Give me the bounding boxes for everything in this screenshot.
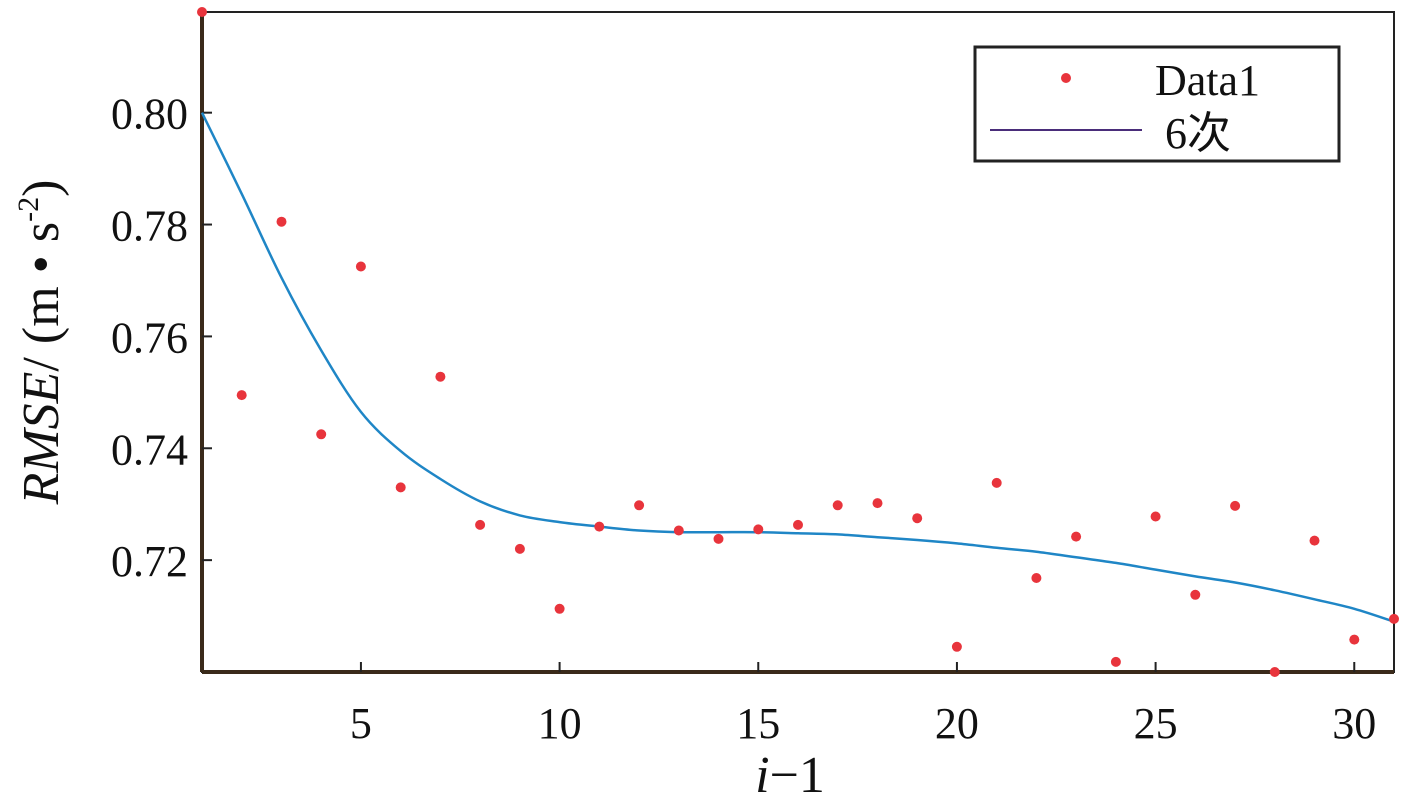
data-point <box>594 521 605 532</box>
x-axis-title-italic: i <box>755 747 769 796</box>
data-point <box>673 525 684 536</box>
data-point <box>832 500 843 511</box>
y-tick-label: 0.72 <box>111 537 188 586</box>
data-point <box>316 429 327 440</box>
data-point <box>554 603 565 614</box>
y-tick-label: 0.76 <box>111 313 188 362</box>
x-tick-label: 5 <box>350 699 372 748</box>
legend-marker-data1 <box>1061 73 1071 83</box>
y-ticks: 0.72 0.74 0.76 0.78 0.80 <box>111 90 212 586</box>
y-axis-title-italic: RMSE <box>13 372 70 506</box>
data-point <box>1071 531 1082 542</box>
data-point <box>872 498 883 509</box>
data-point <box>793 519 803 530</box>
y-tick-label: 0.74 <box>111 425 188 474</box>
data-point <box>1349 634 1360 645</box>
data-point <box>1031 573 1042 583</box>
legend: Data1 6次 <box>973 45 1341 163</box>
x-tick-label: 15 <box>736 699 780 748</box>
legend-label-data1: Data1 <box>1155 56 1260 105</box>
y-axis-title-close: ) <box>13 180 70 197</box>
data-point <box>991 477 1002 488</box>
y-tick-label: 0.78 <box>111 202 188 251</box>
data-point <box>435 371 446 382</box>
x-tick-label: 25 <box>1134 699 1178 748</box>
data-point <box>1389 613 1399 624</box>
x-ticks: 5 10 15 20 25 30 <box>350 662 1376 748</box>
x-tick-label: 10 <box>538 699 582 748</box>
data-point <box>1309 535 1320 546</box>
y-axis-title-sup: -2 <box>12 197 45 222</box>
data-point <box>395 482 406 493</box>
legend-box <box>973 45 1341 163</box>
y-tick-label: 0.80 <box>111 90 188 139</box>
legend-label-6ci: 6次 <box>1165 109 1231 158</box>
data-point <box>1190 589 1201 600</box>
data-point <box>1269 667 1280 677</box>
data-point <box>236 390 247 401</box>
y-axis-title: RMSE/ (m • s-2) <box>12 180 70 506</box>
data-point <box>355 261 366 272</box>
data-point <box>634 500 645 511</box>
data-point <box>475 519 486 530</box>
data-point <box>197 7 207 17</box>
x-axis-title: i−1 <box>755 747 825 796</box>
y-axis-title-rest: / (m • s <box>13 222 70 372</box>
data-point <box>753 524 764 535</box>
series-scatter-data1 <box>197 7 1399 677</box>
data-point <box>276 216 287 227</box>
x-tick-label: 30 <box>1332 699 1376 748</box>
data-point <box>1110 656 1121 667</box>
data-point <box>713 533 724 544</box>
data-point <box>1150 511 1161 522</box>
data-point <box>951 641 962 652</box>
data-point <box>1230 500 1241 511</box>
x-tick-label: 20 <box>935 699 979 748</box>
data-point <box>514 543 525 554</box>
x-axis-title-rest: −1 <box>770 747 825 796</box>
series-line-6ci <box>200 112 1395 623</box>
data-point <box>912 513 923 524</box>
